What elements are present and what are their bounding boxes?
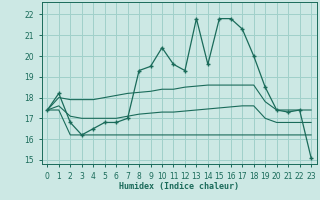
- X-axis label: Humidex (Indice chaleur): Humidex (Indice chaleur): [119, 182, 239, 191]
